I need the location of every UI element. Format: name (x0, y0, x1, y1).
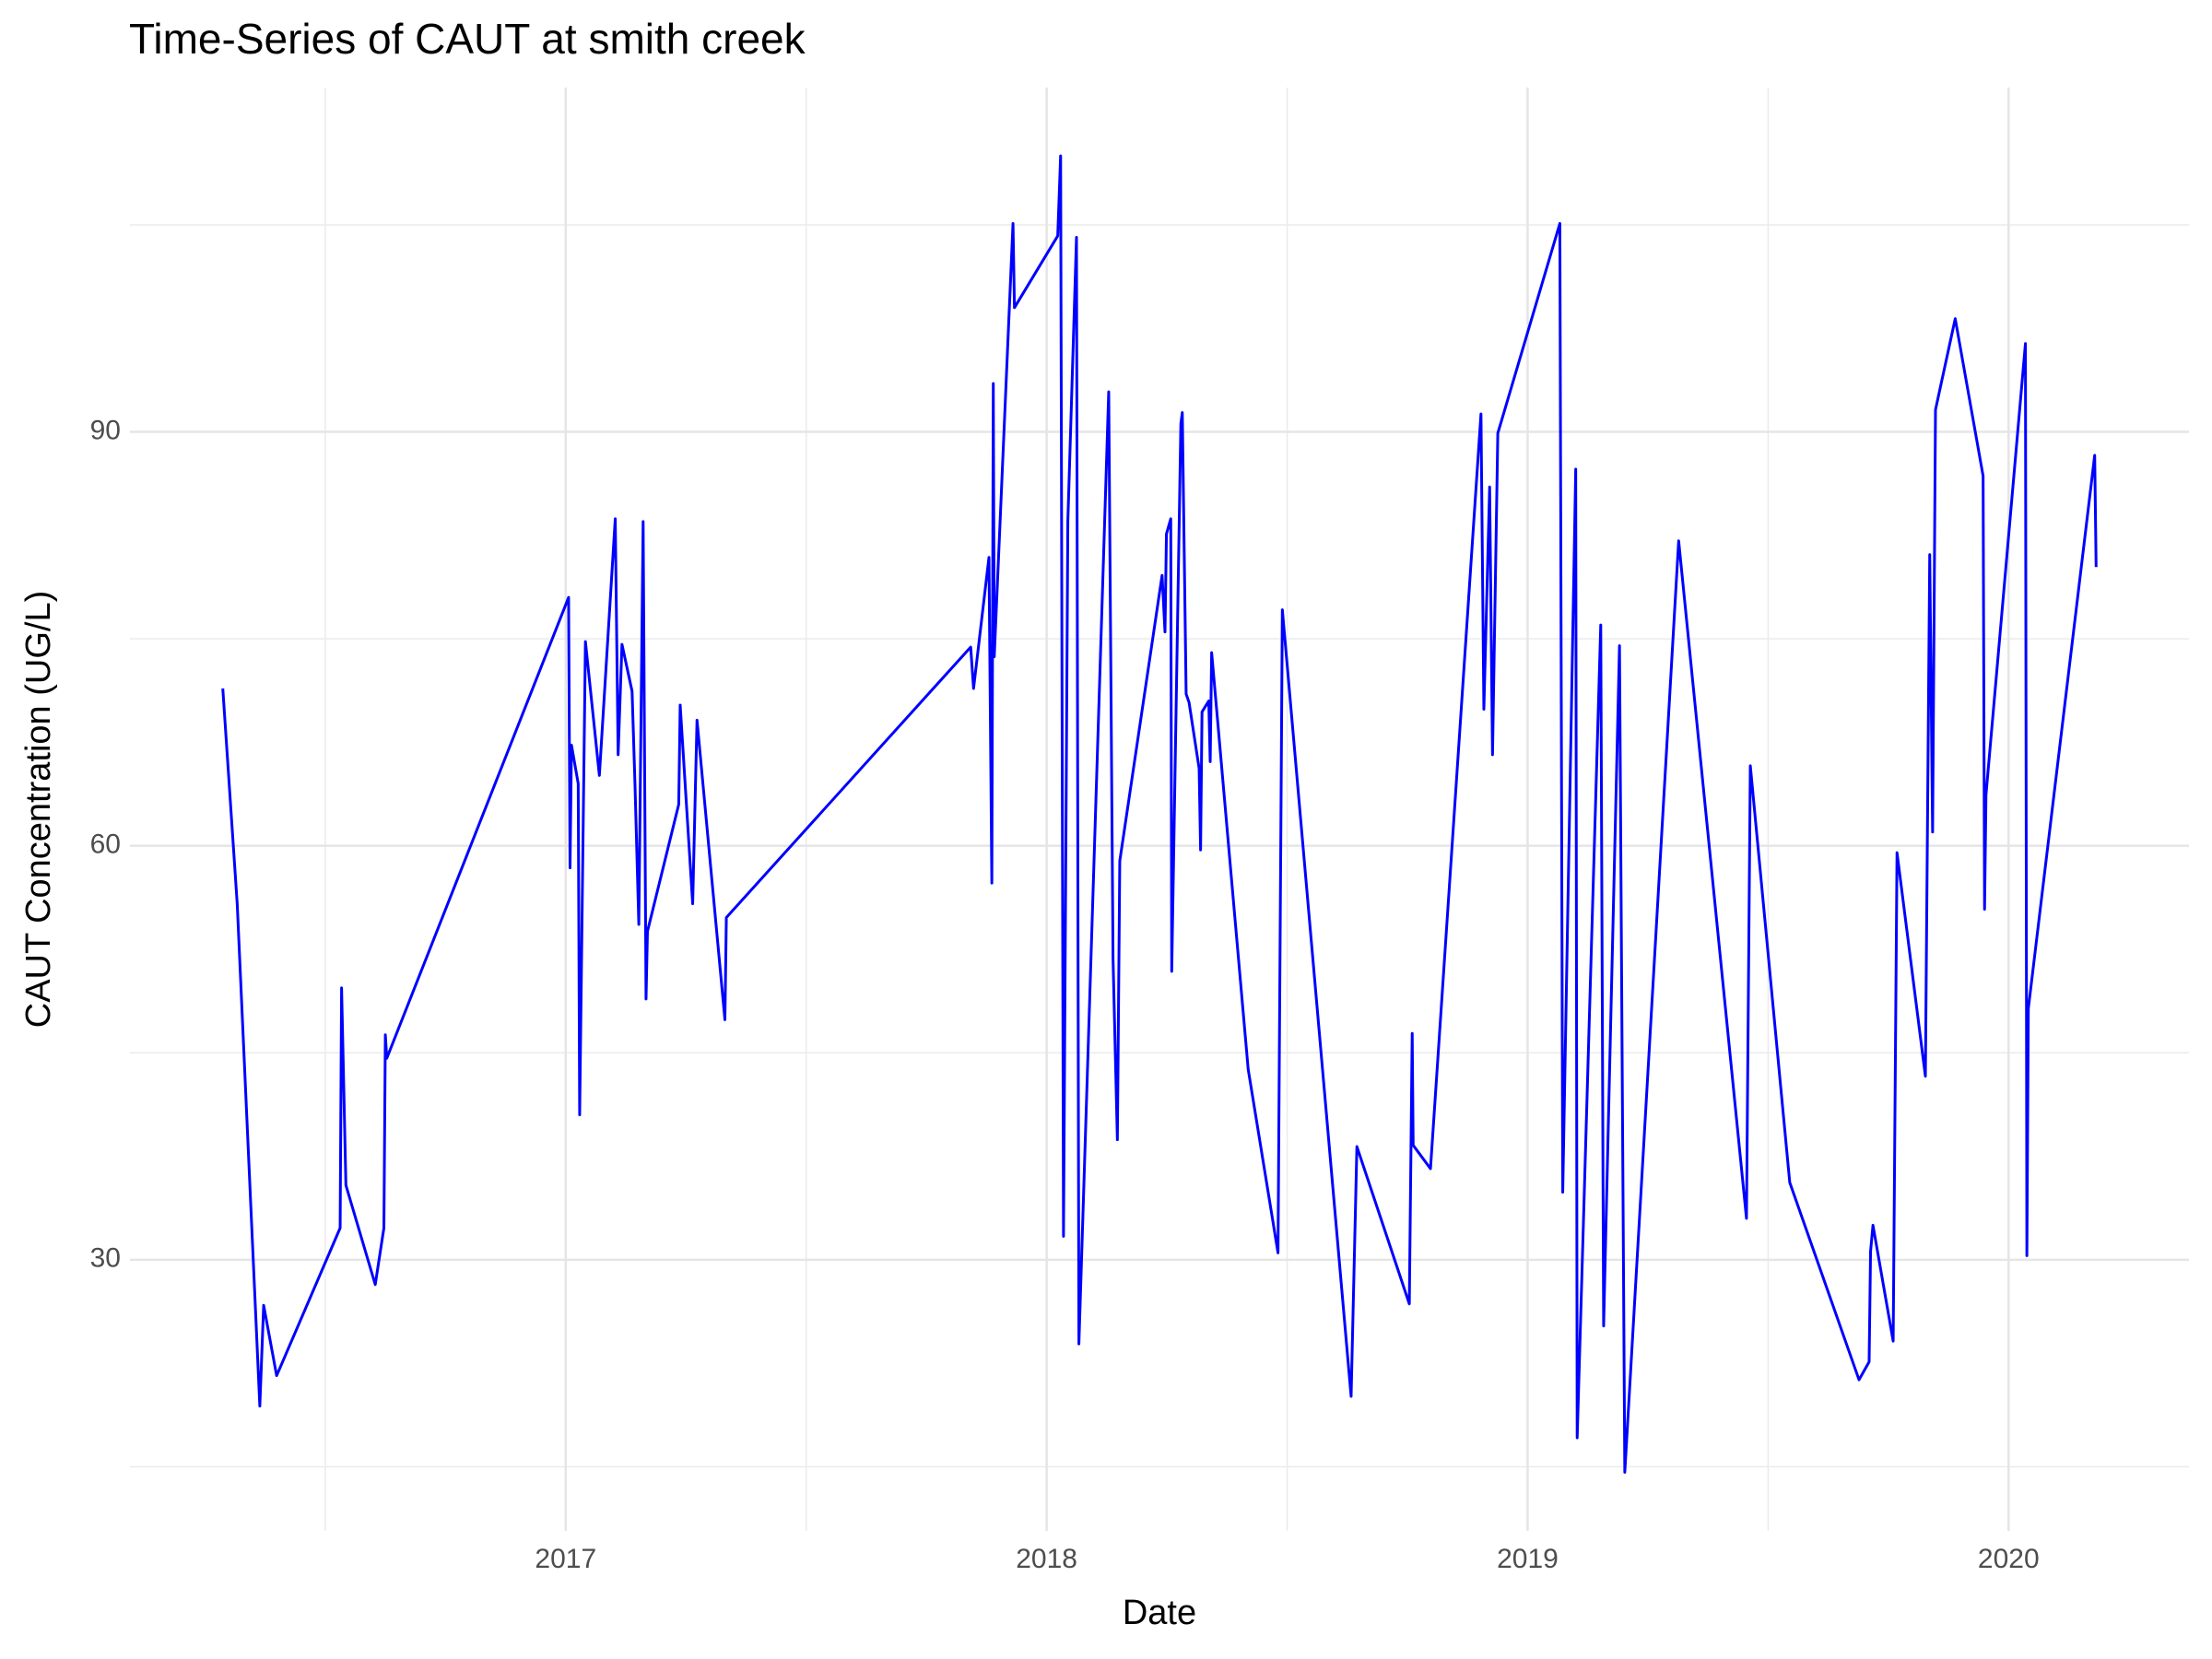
y-tick-label: 90 (90, 415, 121, 445)
x-tick-label: 2018 (1016, 1544, 1077, 1574)
x-tick-label: 2020 (1978, 1544, 2040, 1574)
x-tick-label: 2017 (535, 1544, 596, 1574)
y-tick-label: 60 (90, 830, 121, 860)
data-line (221, 154, 2098, 1474)
y-axis-title: CAUT Concentration (UG/L) (19, 591, 58, 1028)
y-tick-label: 30 (90, 1243, 121, 1274)
chart-title: Time-Series of CAUT at smith creek (129, 15, 806, 63)
x-tick-label: 2019 (1497, 1544, 1559, 1574)
x-axis-title: Date (1123, 1594, 1196, 1632)
